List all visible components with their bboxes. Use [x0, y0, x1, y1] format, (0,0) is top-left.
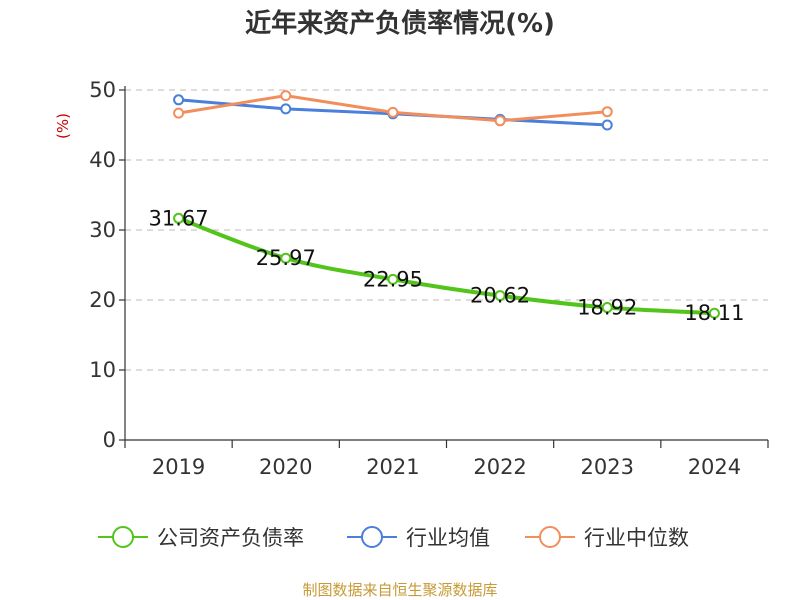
data-point: [601, 119, 613, 131]
legend-marker: [539, 526, 561, 548]
legend-label: 行业中位数: [584, 526, 689, 550]
legend-label: 公司资产负债率: [157, 526, 304, 550]
data-point: [173, 107, 185, 119]
chart-title: 近年来资产负债率情况(%): [245, 8, 555, 39]
data-point: [280, 252, 292, 264]
legend-label: 行业均值: [406, 526, 490, 550]
data-point: [173, 212, 185, 224]
data-point: [494, 290, 506, 302]
legend: 公司资产负债率 行业均值 行业中位数: [98, 526, 689, 550]
x-tick-label: 2024: [688, 455, 741, 479]
data-labels: 31.67 25.97 22.95 20.62 18.92 18.11: [149, 206, 745, 325]
y-tick-label: 30: [89, 218, 116, 242]
data-point: [387, 106, 399, 118]
y-tick-label: 50: [89, 78, 116, 102]
legend-marker: [361, 526, 383, 548]
data-point: [173, 94, 185, 106]
data-label: 22.95: [363, 267, 423, 291]
data-label: 25.97: [256, 246, 316, 270]
source-note: 制图数据来自恒生聚源数据库: [302, 581, 497, 599]
data-label: 31.67: [149, 206, 209, 230]
y-tick-label: 20: [89, 288, 116, 312]
x-tick-label: 2023: [581, 455, 634, 479]
y-tick-label: 40: [89, 148, 116, 172]
x-tick-label: 2021: [366, 455, 419, 479]
legend-marker: [112, 526, 134, 548]
y-axis-label: (%): [54, 113, 72, 139]
y-tick-label: 0: [103, 428, 116, 452]
data-point: [601, 302, 613, 314]
data-point: [387, 273, 399, 285]
data-point: [601, 106, 613, 118]
axes: 0 10 20 30 40 50 2019 2020 2021 2022 2023 2024: [89, 78, 769, 479]
gridlines: [125, 89, 768, 371]
x-tick-label: 2020: [259, 455, 312, 479]
data-point: [280, 90, 292, 102]
x-tick-label: 2019: [152, 455, 205, 479]
y-tick-label: 10: [89, 358, 116, 382]
data-point: [280, 103, 292, 115]
series-line-0: [177, 216, 715, 316]
data-label: 18.92: [577, 296, 637, 320]
data-point: [494, 115, 506, 127]
data-label: 18.11: [684, 301, 744, 325]
data-label: 20.62: [470, 284, 530, 308]
series-lines: [173, 90, 720, 319]
data-point: [708, 307, 720, 319]
x-tick-label: 2022: [473, 455, 526, 479]
